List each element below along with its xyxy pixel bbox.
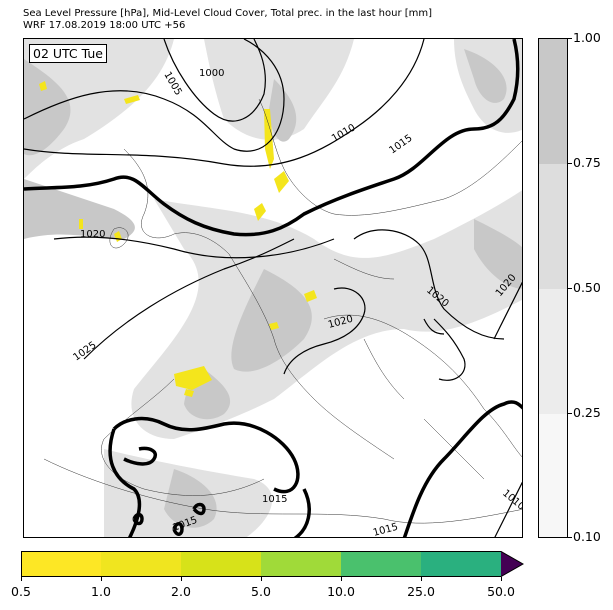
map-svg: 1000 1005 1010 1015 1020 1020 1020 1020 …: [24, 39, 523, 538]
precip-seg-5: [341, 551, 421, 577]
cloud-cover-seg-3: [539, 164, 567, 289]
cloud-tick-label: 0.10: [573, 529, 601, 544]
isobar-label-1025: 1025: [71, 340, 98, 364]
weather-map: 1000 1005 1010 1015 1020 1020 1020 1020 …: [23, 38, 523, 538]
precip-tick-label: 0.5: [11, 584, 31, 599]
precip-tick-label: 5.0: [251, 584, 271, 599]
cloud-cover-seg-1: [539, 414, 567, 537]
precip-colorbar: [21, 551, 524, 577]
precip-tick-label: 1.0: [91, 584, 111, 599]
precip-tick-label: 50.0: [487, 584, 515, 599]
isobars: [24, 39, 522, 537]
precip-tick-mark-4: [261, 577, 262, 581]
isobar-label-1015-north: 1015: [387, 133, 414, 157]
cloud-tick-mark-5: [568, 537, 572, 538]
forecast-time-label: 02 UTC Tue: [29, 44, 107, 63]
cloud-tick-label: 1.00: [573, 30, 601, 45]
cloud-cover-seg-2: [539, 289, 567, 414]
chart-title: Sea Level Pressure [hPa], Mid-Level Clou…: [23, 8, 433, 19]
isobar-label-1020-west: 1020: [80, 229, 105, 240]
precip-tick-label: 25.0: [407, 584, 435, 599]
precip-colorbar-outline: [21, 551, 524, 577]
cloud-cover-seg-4: [539, 39, 567, 164]
cloud-tick-label: 0.50: [573, 280, 601, 295]
precip-tick-label: 2.0: [171, 584, 191, 599]
cloud-tick-mark-2: [568, 163, 572, 164]
precip-tick-mark-7: [501, 577, 502, 581]
precip-seg-4: [261, 551, 341, 577]
precip-tick-mark-5: [341, 577, 342, 581]
cloud-tick-mark-1: [568, 38, 572, 39]
isobar-label-1010-north: 1010: [330, 122, 358, 144]
precip-tick-mark-3: [181, 577, 182, 581]
isobar-label-1015-south: 1015: [262, 494, 287, 505]
precip-seg-3: [181, 551, 261, 577]
cloud-tick-mark-4: [568, 413, 572, 414]
cloud-tick-label: 0.25: [573, 405, 601, 420]
precip-tick-mark-2: [101, 577, 102, 581]
precip-seg-6: [421, 551, 501, 577]
isobar-label-1015-southeast: 1015: [372, 522, 399, 538]
cloud-tick-mark-3: [568, 288, 572, 289]
precip-seg-1: [21, 551, 101, 577]
precipitation: [39, 81, 317, 397]
isobar-label-1000: 1000: [199, 68, 224, 79]
cloud-cover-colorbar: [538, 38, 568, 538]
precip-tick-mark-6: [421, 577, 422, 581]
coastlines: [43, 98, 522, 524]
cloud-cover-heavy: [24, 49, 522, 528]
precip-tick-label: 10.0: [327, 584, 355, 599]
precip-tick-mark-1: [21, 577, 22, 581]
isobar-label-1010-south: 1010: [500, 488, 523, 513]
precip-seg-2: [101, 551, 181, 577]
precip-extend-arrow: [501, 551, 523, 577]
cloud-tick-label: 0.75: [573, 155, 601, 170]
isobars-bold: [24, 39, 522, 537]
chart-subtitle: WRF 17.08.2019 18:00 UTC +56: [23, 20, 186, 31]
